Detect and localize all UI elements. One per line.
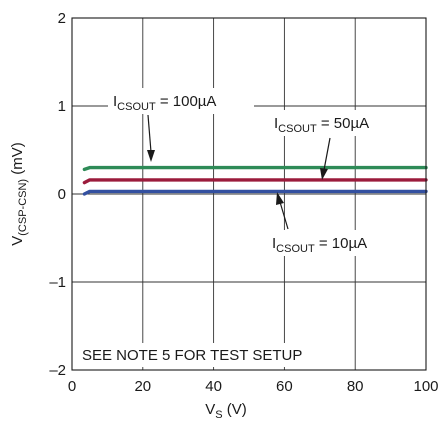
- x-tick-label: 80: [347, 378, 364, 395]
- annotation-100-bg: [108, 88, 254, 114]
- arrow-10: [279, 201, 289, 230]
- arrowhead-10: [276, 192, 284, 205]
- x-tick-label: 60: [276, 378, 293, 395]
- y-tick-label: –2: [49, 362, 66, 379]
- y-tick-label: –1: [49, 274, 66, 291]
- x-tick-label: 20: [134, 378, 151, 395]
- y-axis-label: V(CSP-CSN) (mV): [9, 142, 29, 246]
- annotation-10: ICSOUT = 10µA: [272, 235, 367, 255]
- series-line-1: [82, 178, 428, 185]
- note-bg: [78, 343, 314, 367]
- x-tick-label: 40: [205, 378, 222, 395]
- annotation-50: ICSOUT = 50µA: [274, 115, 369, 135]
- arrow-100: [147, 114, 152, 153]
- arrowhead-100: [147, 150, 155, 162]
- arrowhead-50: [320, 168, 328, 180]
- y-tick-label: 1: [58, 98, 66, 115]
- tick-labels: 0 20 40 60 80 100 2 1 0 –1 –2: [49, 10, 438, 395]
- annotation-10-bg: [268, 230, 386, 256]
- plot-frame: [71, 17, 427, 371]
- annotation-arrows: [147, 114, 331, 230]
- x-tick-label: 100: [413, 378, 438, 395]
- series-line-2: [82, 189, 428, 196]
- series-group: [82, 165, 428, 196]
- x-axis-label: VS (V): [205, 401, 247, 421]
- arrow-50: [323, 137, 331, 171]
- test-setup-note: SEE NOTE 5 FOR TEST SETUP: [82, 347, 302, 364]
- y-tick-label: 0: [58, 186, 66, 203]
- grid: [72, 18, 426, 370]
- x-tick-label: 0: [68, 378, 76, 395]
- series-line-0: [82, 165, 428, 172]
- annotation-50-bg: [270, 110, 388, 136]
- y-tick-label: 2: [58, 10, 66, 27]
- annotation-100: ICSOUT = 100µA: [113, 93, 216, 113]
